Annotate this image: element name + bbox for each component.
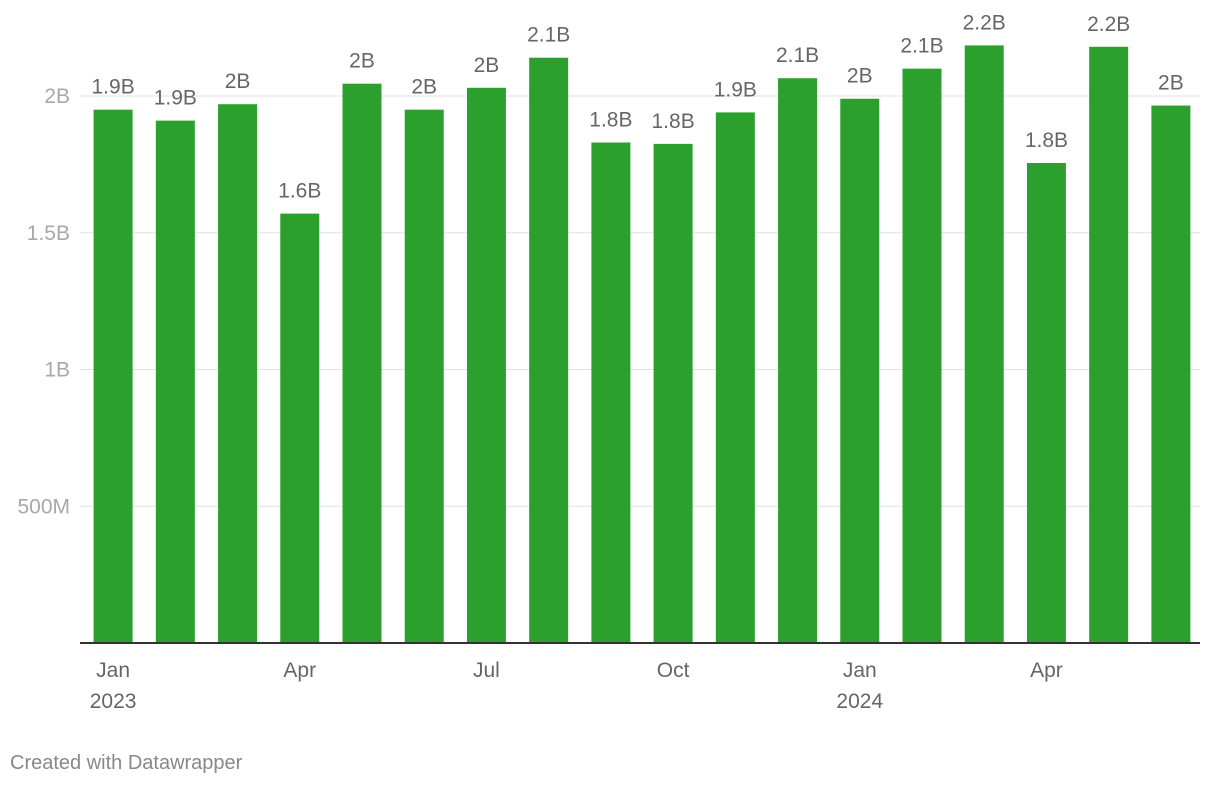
bar (466, 87, 506, 644)
bar-data-label: 1.8B (1025, 129, 1068, 152)
bar (529, 57, 569, 643)
bar (902, 68, 942, 643)
bar-data-label: 2B (411, 76, 437, 99)
y-tick-label: 500M (17, 495, 70, 518)
bar (840, 98, 880, 644)
bar (404, 109, 444, 644)
bar-data-label: 2B (474, 54, 500, 77)
bar (155, 120, 195, 644)
bar (342, 83, 382, 643)
bar-data-label: 1.8B (652, 110, 695, 133)
y-tick-label: 1B (44, 359, 70, 382)
x-tick-year-label: 2023 (90, 690, 137, 713)
x-tick-label: Jan (843, 659, 877, 682)
bar (715, 112, 755, 643)
x-tick-label: Oct (657, 659, 690, 682)
bar (280, 213, 320, 644)
bar (964, 45, 1004, 643)
bar-data-label: 1.9B (92, 76, 135, 99)
bar (653, 143, 693, 644)
bar-data-label: 1.9B (714, 78, 757, 101)
bar-data-label: 2.1B (900, 35, 943, 58)
bar-data-label: 2.1B (527, 24, 570, 47)
bar-data-label: 2B (847, 65, 873, 88)
bar-data-label: 1.6B (278, 180, 321, 203)
bar-data-label: 2B (225, 70, 251, 93)
bar (1089, 46, 1129, 643)
y-tick-label: 1.5B (27, 222, 70, 245)
x-tick-label: Jul (473, 659, 500, 682)
y-tick-label: 2B (44, 85, 70, 108)
x-tick-label: Apr (283, 659, 316, 682)
bar-data-label: 2.2B (963, 11, 1006, 34)
bar (778, 78, 818, 643)
bar-data-label: 2B (1158, 72, 1184, 95)
credit-text: Created with Datawrapper (10, 752, 243, 774)
bar-data-label: 2.1B (776, 44, 819, 67)
bar-chart-svg: 500M 1B 1.5B 2B 1.9B 1.9B 2B 1.6B 2B 2B 2B 2.1B 1.8B… (17, 11, 1200, 713)
bar-data-label: 2.2B (1087, 13, 1130, 36)
x-tick-label: Jan (96, 659, 130, 682)
bar (1151, 105, 1191, 643)
bar-data-label: 1.9B (154, 87, 197, 110)
bar-data-label: 1.8B (589, 108, 632, 131)
bar (93, 109, 133, 644)
bar (1026, 163, 1066, 643)
bar-data-label: 2B (349, 50, 375, 73)
x-tick-label: Apr (1030, 659, 1063, 682)
x-tick-year-label: 2024 (836, 690, 883, 713)
bar (218, 104, 258, 643)
bar (591, 142, 631, 643)
